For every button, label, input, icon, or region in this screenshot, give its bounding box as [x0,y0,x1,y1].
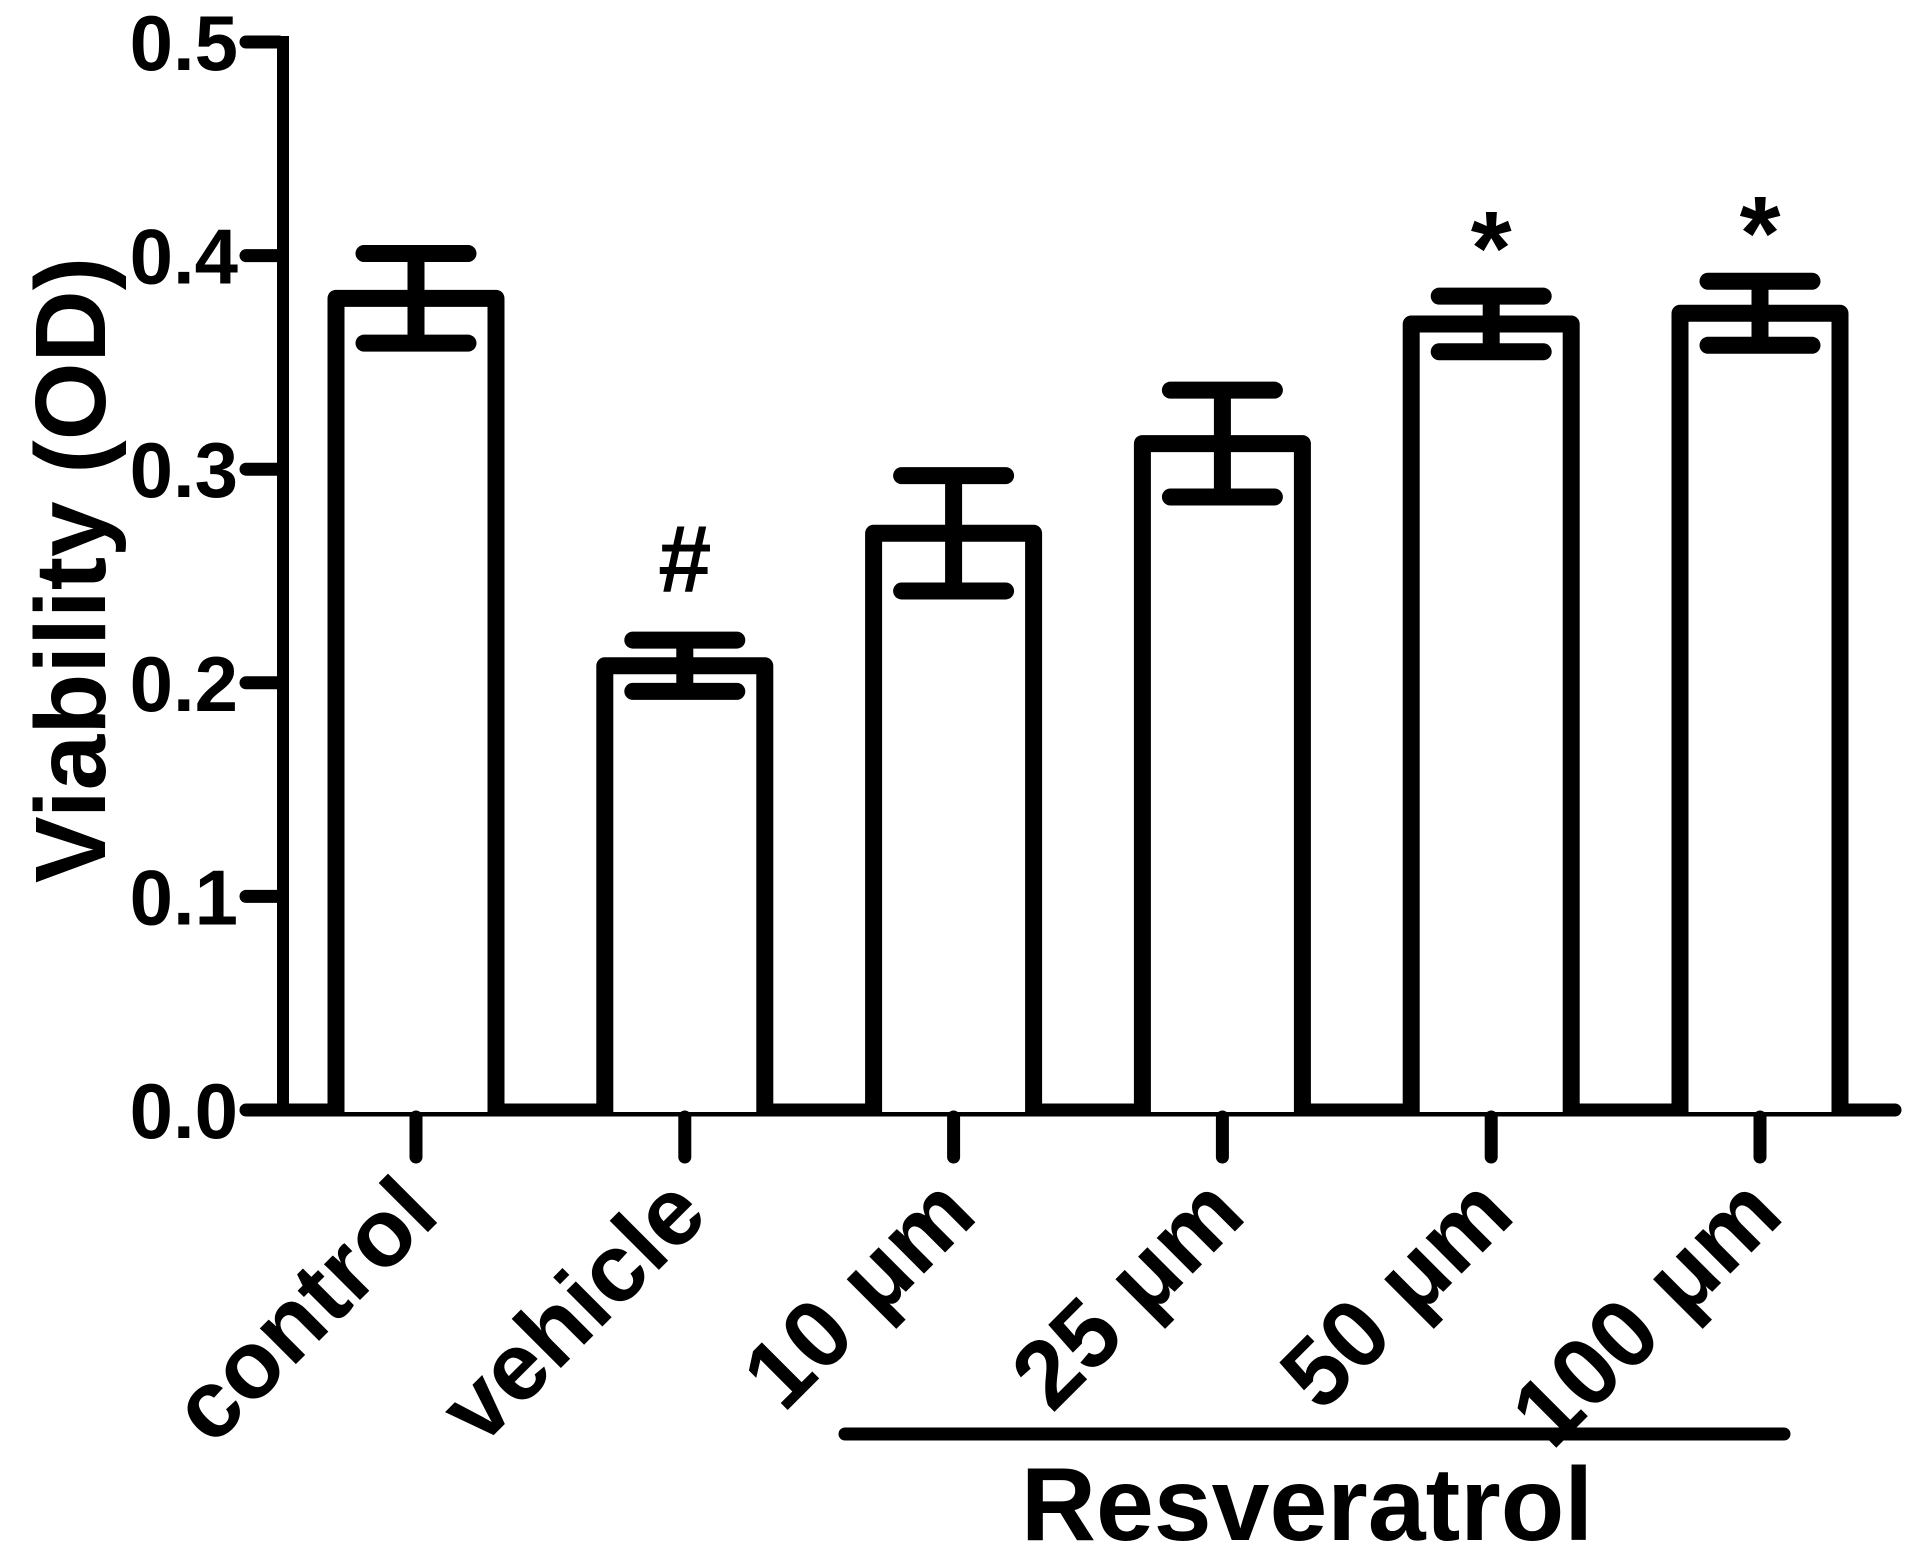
bar-10-μm [865,524,1043,1112]
bar-50-μm [1402,315,1580,1112]
significance-marker-asterisk: * [1740,175,1781,292]
y-tick-label: 0.3 [130,426,238,514]
y-tick-label: 0.1 [130,853,238,941]
resveratrol-group-label: Resveratrol [1021,1447,1593,1558]
significance-marker-hash: # [658,506,711,613]
bar-control [327,289,505,1112]
y-tick-label: 0.4 [130,213,238,301]
bar-25-μm [1133,435,1311,1112]
x-category-label-control: control [151,1157,457,1463]
bar-vehicle [596,657,774,1112]
y-tick-label: 0.0 [130,1067,238,1155]
y-tick-label: 0.2 [130,640,238,728]
x-category-label-100-μm: 100 μm [1491,1157,1801,1467]
y-tick-label: 0.5 [130,0,238,87]
significance-marker-asterisk: * [1471,190,1512,307]
y-axis-title: Viability (OD) [15,257,127,883]
bar-100-μm [1671,304,1849,1112]
x-category-label-25-μm: 25 μm [991,1157,1263,1429]
x-category-label-50-μm: 50 μm [1260,1157,1532,1429]
x-category-label-vehicle: vehicle [420,1157,726,1463]
x-category-label-10-μm: 10 μm [723,1157,995,1429]
